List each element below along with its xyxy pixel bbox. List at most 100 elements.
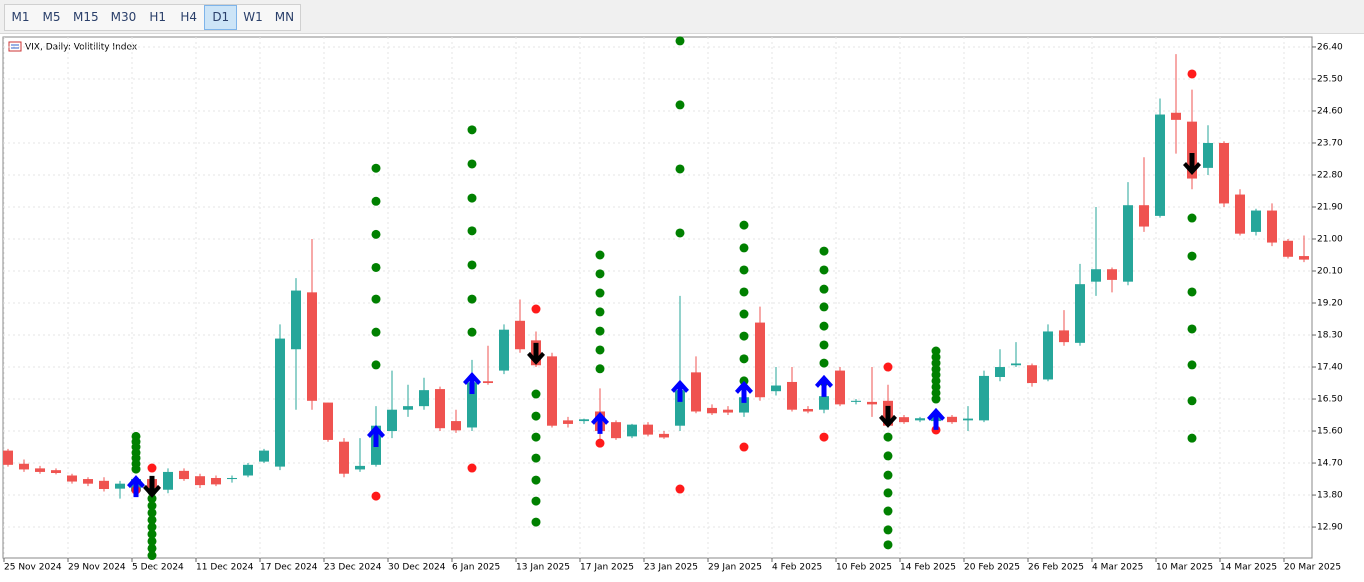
- candle-body: [451, 421, 461, 431]
- candle-body: [963, 418, 973, 421]
- x-tick-label: 5 Dec 2024: [132, 563, 184, 573]
- y-tick-label: 13.80: [1317, 491, 1343, 501]
- green-dot: [147, 529, 157, 539]
- y-tick-label: 20.10: [1317, 267, 1343, 277]
- y-tick-label: 21.00: [1317, 234, 1343, 244]
- green-dot: [1187, 433, 1197, 443]
- timeframe-button[interactable]: H1: [149, 10, 167, 24]
- candle-body: [211, 477, 221, 485]
- green-dot: [531, 453, 541, 463]
- candle-body: [195, 476, 205, 486]
- up-arrow: [591, 411, 609, 434]
- x-tick-label: 11 Dec 2024: [196, 563, 254, 573]
- candle-body: [1171, 112, 1181, 120]
- candle-body: [387, 409, 397, 432]
- green-dot: [467, 226, 477, 236]
- y-tick-label: 23.70: [1317, 138, 1343, 148]
- y-tick-label: 12.90: [1317, 523, 1343, 533]
- green-dot: [883, 506, 893, 516]
- green-dot: [371, 294, 381, 304]
- x-tick-label: 26 Feb 2025: [1028, 563, 1084, 573]
- timeframe-button[interactable]: M1: [11, 10, 30, 24]
- candle-body: [803, 408, 813, 412]
- candle-body: [563, 420, 573, 424]
- candle-body: [355, 465, 365, 470]
- candle-body: [579, 419, 589, 422]
- green-dot: [147, 551, 157, 561]
- green-dot: [147, 508, 157, 518]
- red-dot: [467, 463, 477, 473]
- timeframe-button[interactable]: M30: [110, 10, 137, 24]
- green-dot: [531, 432, 541, 442]
- timeframe-button[interactable]: D1: [204, 5, 238, 30]
- x-tick-label: 14 Mar 2025: [1220, 563, 1277, 573]
- candle-body: [1251, 210, 1261, 232]
- green-dot: [739, 243, 749, 253]
- green-dot: [371, 229, 381, 239]
- green-dot: [1187, 251, 1197, 261]
- candle-body: [1107, 269, 1117, 280]
- candle-body: [1139, 205, 1149, 227]
- green-dot: [371, 163, 381, 173]
- candle-body: [707, 407, 717, 414]
- candle-body: [1091, 269, 1101, 282]
- red-dot: [819, 432, 829, 442]
- down-arrow: [879, 405, 897, 428]
- down-arrow: [527, 342, 545, 365]
- red-dot: [883, 362, 893, 372]
- candle-body: [547, 356, 557, 426]
- y-tick-label: 24.60: [1317, 106, 1343, 116]
- up-arrow: [815, 374, 833, 397]
- candle-body: [659, 433, 669, 438]
- timeframe-button[interactable]: M15: [73, 10, 99, 24]
- candle-body: [83, 479, 93, 484]
- candle-body: [691, 372, 701, 412]
- timeframe-button[interactable]: MN: [274, 10, 295, 24]
- green-dot: [531, 517, 541, 527]
- candle-body: [995, 367, 1005, 377]
- plot-frame: [2, 36, 1313, 559]
- candle-body: [1203, 142, 1213, 168]
- x-tick-label: 4 Mar 2025: [1092, 563, 1143, 573]
- red-dot: [531, 304, 541, 314]
- green-dot: [147, 522, 157, 532]
- x-tick-label: 4 Feb 2025: [772, 563, 822, 573]
- candle-body: [627, 424, 637, 437]
- green-dot: [819, 358, 829, 368]
- x-tick-label: 20 Feb 2025: [964, 563, 1020, 573]
- green-dot: [147, 494, 157, 504]
- candle-body: [611, 422, 621, 439]
- timeframe-button[interactable]: H4: [180, 10, 198, 24]
- green-dot: [147, 515, 157, 525]
- green-dot: [147, 501, 157, 511]
- toolbar: M1 M5 M15 M30 H1 H4 D1 W1 MN: [0, 0, 1364, 34]
- x-tick-label: 10 Feb 2025: [836, 563, 892, 573]
- green-dot: [531, 475, 541, 485]
- candle-body: [515, 320, 525, 350]
- candle-body: [419, 390, 429, 407]
- x-tick-label: 30 Dec 2024: [388, 563, 446, 573]
- y-tick-label: 21.90: [1317, 202, 1343, 212]
- green-dot: [739, 265, 749, 275]
- candle-body: [99, 480, 109, 490]
- green-dot: [883, 540, 893, 550]
- y-tick-label: 14.70: [1317, 459, 1343, 469]
- red-dot: [675, 484, 685, 494]
- candle-body: [179, 470, 189, 480]
- green-dot: [371, 196, 381, 206]
- green-dot: [371, 262, 381, 272]
- timeframe-button[interactable]: W1: [243, 10, 263, 24]
- green-dot: [739, 287, 749, 297]
- timeframe-button[interactable]: M5: [42, 10, 61, 24]
- candle-body: [947, 416, 957, 423]
- candle-body: [819, 396, 829, 410]
- candle-body: [1283, 240, 1293, 257]
- green-dot: [675, 164, 685, 174]
- green-dot: [467, 125, 477, 135]
- candle-body: [403, 406, 413, 410]
- green-dot: [147, 536, 157, 546]
- candle-body: [339, 441, 349, 474]
- green-dot: [819, 321, 829, 331]
- candle-body: [291, 290, 301, 350]
